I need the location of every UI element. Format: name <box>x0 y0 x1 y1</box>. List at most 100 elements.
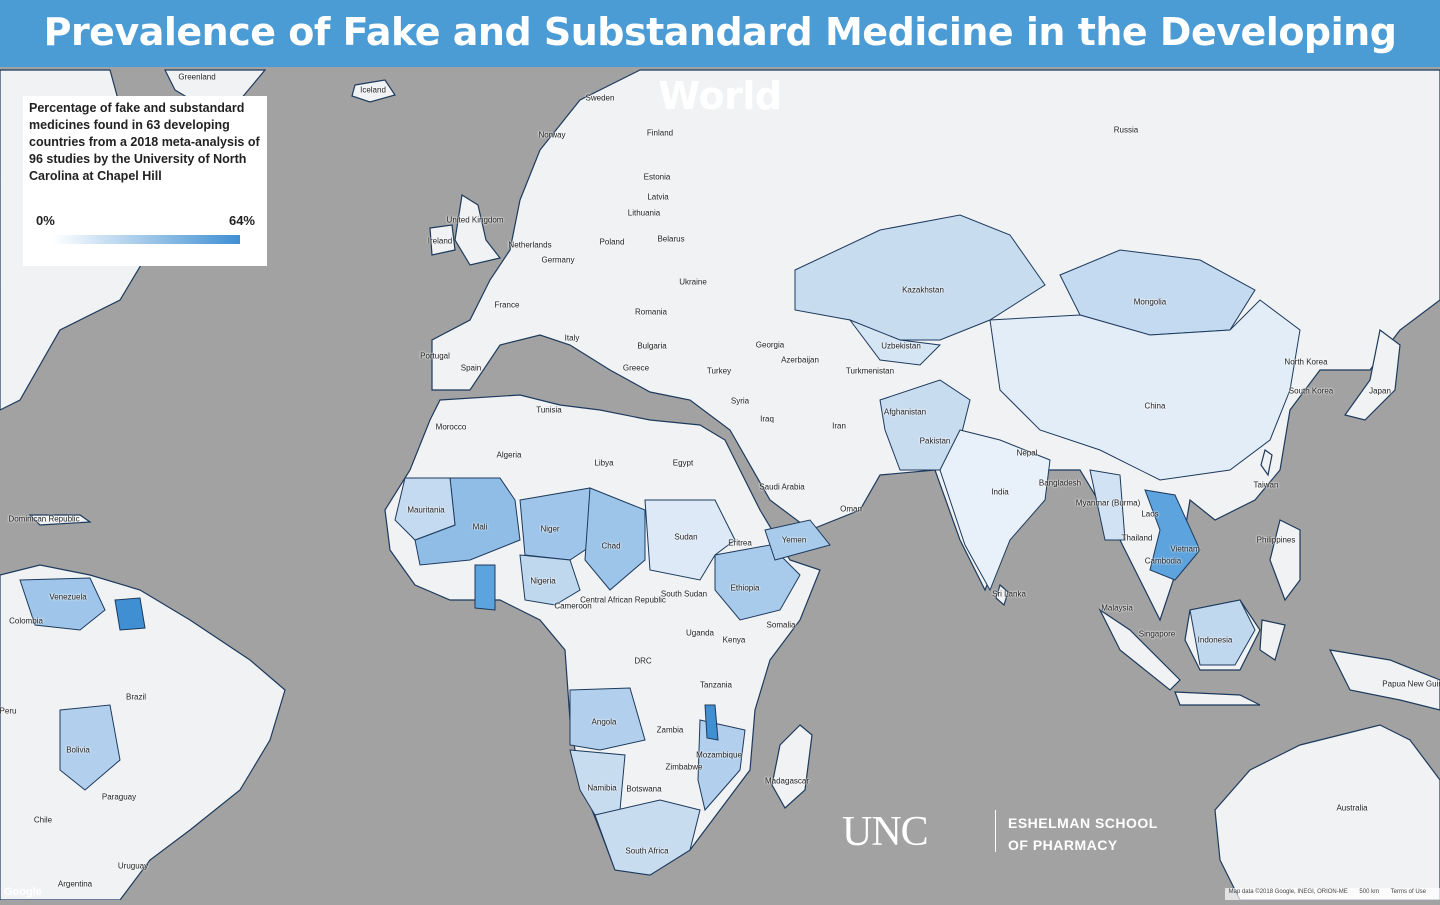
country-label: Kazakhstan <box>902 285 944 295</box>
country-label: Zimbabwe <box>665 762 703 772</box>
country-label: India <box>991 487 1009 497</box>
country-label: Greece <box>622 363 650 373</box>
country-label: Ukraine <box>679 277 707 287</box>
country-label: Uganda <box>685 628 715 638</box>
land-south-america <box>0 564 286 901</box>
country-label: Algeria <box>496 450 522 460</box>
country-label: China <box>1144 401 1166 411</box>
land-sulawesi <box>1259 619 1286 661</box>
country-label: Germany <box>541 255 575 265</box>
country-yemen <box>764 519 831 561</box>
legend-max-label: 64% <box>228 213 255 228</box>
country-label: South Korea <box>1288 386 1334 396</box>
map-title: Prevalence of Fake and Substandard Medic… <box>0 0 1440 118</box>
country-label: Pakistan <box>919 436 951 446</box>
country-bolivia <box>59 704 121 791</box>
country-label: Myanmar (Burma) <box>1075 498 1141 508</box>
country-cambodia-vietnam <box>1144 489 1201 581</box>
country-label: Tunisia <box>536 405 562 415</box>
country-guyana <box>114 597 146 631</box>
country-label: Thailand <box>1121 533 1153 543</box>
country-label: Syria <box>730 396 750 406</box>
country-label: Oman <box>840 504 862 514</box>
scale-bar: 500 km <box>1359 889 1380 895</box>
logo-unc-mark: UNC <box>842 809 929 855</box>
country-label: Cambodia <box>1144 556 1182 566</box>
country-label: Yemen <box>781 535 807 545</box>
country-label: Madagascar <box>764 776 810 786</box>
country-label: Uruguay <box>117 861 149 871</box>
country-label: North Korea <box>1284 357 1328 367</box>
country-label: Chad <box>601 541 621 551</box>
country-malawi <box>704 704 719 741</box>
country-label: Singapore <box>1138 629 1176 639</box>
country-label: Peru <box>0 706 17 716</box>
country-label: Tanzania <box>699 680 733 690</box>
country-label: Mauritania <box>407 505 445 515</box>
country-label: Vietnam <box>1170 544 1200 554</box>
country-label: Romania <box>634 307 668 317</box>
country-label: Bangladesh <box>1038 478 1082 488</box>
country-label: Nigeria <box>530 576 556 586</box>
country-label: Georgia <box>755 340 785 350</box>
country-label: Uzbekistan <box>881 341 921 351</box>
country-label: Iran <box>832 421 846 431</box>
country-label: Libya <box>594 458 614 468</box>
country-china <box>989 299 1301 481</box>
country-label: Central African Republic <box>580 595 666 605</box>
country-label: Australia <box>1336 803 1368 813</box>
country-label: Azerbaijan <box>781 355 819 365</box>
legend: Percentage of fake and substandard medic… <box>23 96 267 266</box>
country-uzbekistan <box>848 318 942 366</box>
country-niger <box>519 487 601 561</box>
land-caribbean <box>28 514 92 526</box>
country-label: Iraq <box>760 414 774 424</box>
country-label: Egypt <box>672 458 694 468</box>
country-label: Kenya <box>722 635 746 645</box>
country-label: Iceland <box>360 85 386 95</box>
country-label: Bulgaria <box>637 341 667 351</box>
google-logo: Google <box>4 886 42 898</box>
country-label: South Sudan <box>660 589 708 599</box>
country-angola <box>569 687 646 751</box>
logo-school-name: ESHELMAN SCHOOL OF PHARMACY <box>1008 812 1158 856</box>
country-label: Mali <box>472 522 488 532</box>
land-sumatra <box>1098 608 1181 691</box>
country-label: Venezuela <box>49 592 87 602</box>
country-label: Nepal <box>1016 448 1038 458</box>
land-java <box>1174 691 1261 706</box>
country-label: Saudi Arabia <box>759 482 805 492</box>
land-sri-lanka <box>995 583 1009 607</box>
country-label: Lithuania <box>627 208 661 218</box>
country-south-africa <box>594 799 701 876</box>
country-label: Malaysia <box>1101 603 1133 613</box>
country-label: Dominican Republic <box>8 514 80 524</box>
legend-min-label: 0% <box>36 213 55 228</box>
country-venezuela <box>19 577 106 631</box>
country-label: Cameroon <box>554 601 592 611</box>
terms-of-use-link[interactable]: Terms of Use <box>1390 889 1426 895</box>
country-label: Eritrea <box>728 538 752 548</box>
country-ghana <box>474 564 496 611</box>
country-label: Spain <box>460 363 482 373</box>
country-label: DRC <box>634 656 652 666</box>
country-indonesia <box>1189 599 1256 666</box>
country-label: Belarus <box>657 234 685 244</box>
country-label: Brazil <box>125 692 147 702</box>
country-label: Philippines <box>1256 535 1296 545</box>
country-india <box>939 429 1051 592</box>
country-label: Ireland <box>427 236 453 246</box>
country-label: Sri Lanka <box>992 589 1026 599</box>
country-label: Mozambique <box>696 750 742 760</box>
logo-divider <box>995 810 996 852</box>
country-label: Angola <box>591 717 617 727</box>
land-iceland <box>351 79 396 103</box>
country-label: South Africa <box>625 846 669 856</box>
highlighted-countries <box>19 214 1301 876</box>
country-label: Italy <box>564 333 580 343</box>
country-label: Norway <box>538 130 566 140</box>
country-label: Laos <box>1141 509 1159 519</box>
map-canvas[interactable]: Greenland Iceland Sweden Norway Finland Russi… <box>0 67 1440 901</box>
country-label: Zambia <box>656 725 684 735</box>
country-label: Paraguay <box>101 792 137 802</box>
